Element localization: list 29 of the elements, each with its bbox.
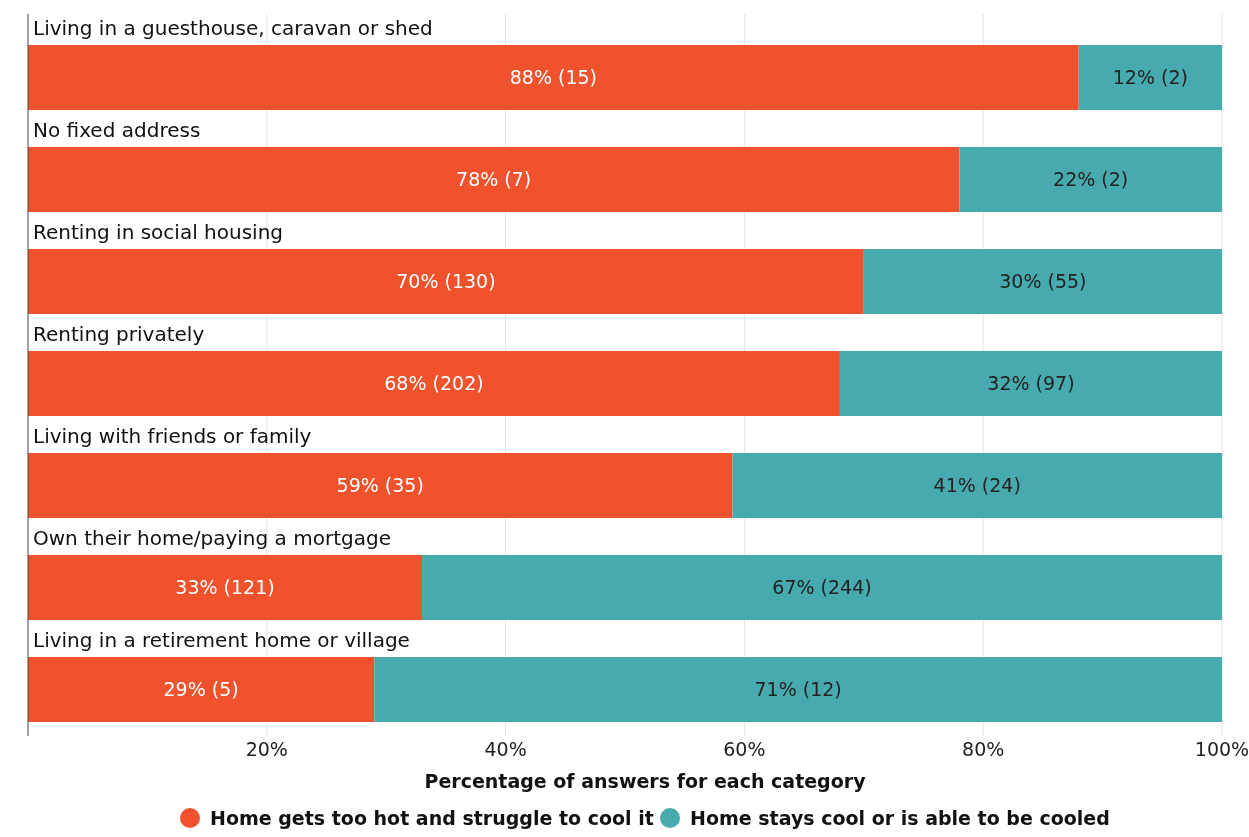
y-tick-label: Living with friends or family <box>33 424 312 448</box>
data-label: 12% (2) <box>1112 66 1188 89</box>
x-axis-title: Percentage of answers for each category <box>424 770 867 792</box>
legend-label: Home stays cool or is able to be cooled <box>690 807 1110 829</box>
y-tick-label: Renting privately <box>33 322 205 346</box>
x-tick-label: 60% <box>723 738 766 760</box>
y-tick-label: Living in a retirement home or village <box>33 628 410 652</box>
data-label: 68% (202) <box>384 372 484 395</box>
x-tick-label: 100% <box>1194 738 1249 760</box>
data-label: 71% (12) <box>754 678 842 701</box>
x-tick-label: 40% <box>484 738 527 760</box>
data-label: 22% (2) <box>1053 168 1129 191</box>
data-label: 70% (130) <box>396 270 496 293</box>
y-tick-label: No fixed address <box>33 118 201 142</box>
data-label: 32% (97) <box>987 372 1075 395</box>
data-label: 33% (121) <box>175 576 275 599</box>
data-label: 30% (55) <box>999 270 1087 293</box>
data-label: 41% (24) <box>933 474 1021 497</box>
data-label: 88% (15) <box>509 66 597 89</box>
y-tick-label: Living in a guesthouse, caravan or shed <box>33 16 433 40</box>
y-tick-label: Own their home/paying a mortgage <box>33 526 391 550</box>
data-label: 67% (244) <box>772 576 872 599</box>
legend-label: Home gets too hot and struggle to cool it <box>210 807 654 829</box>
data-label: 59% (35) <box>336 474 424 497</box>
x-tick-label: 20% <box>245 738 288 760</box>
data-label: 29% (5) <box>163 678 239 701</box>
data-label: 78% (7) <box>456 168 532 191</box>
x-tick-label: 80% <box>962 738 1005 760</box>
y-tick-label: Renting in social housing <box>33 220 284 244</box>
